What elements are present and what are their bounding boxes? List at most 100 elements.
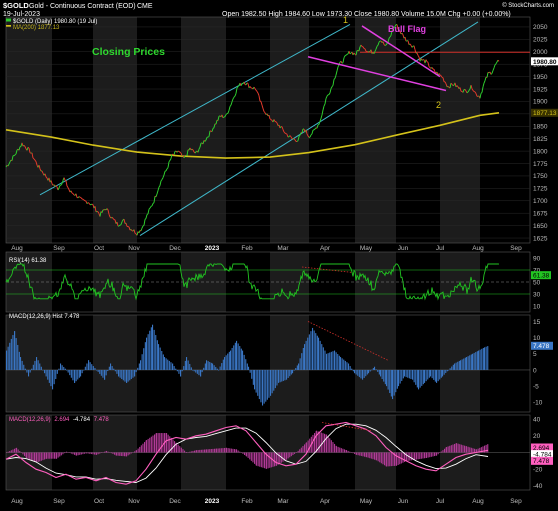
macd-hist-bar-small: [204, 450, 205, 453]
price-segment: [15, 154, 16, 155]
macd-hist-bar-small: [294, 453, 295, 454]
macd-hist-bar: [205, 364, 206, 370]
macd-legend-v3: 7.478: [94, 417, 110, 423]
macd-hist-bar: [140, 360, 141, 370]
macd-hist-bar-small: [434, 453, 435, 457]
price-segment: [350, 53, 351, 54]
macd-hist-bar: [272, 370, 273, 393]
macd-hist-bar: [336, 352, 337, 370]
price-segment: [412, 46, 413, 47]
macd-hist-bar: [275, 370, 276, 388]
macd-hist-bar-small: [386, 453, 387, 467]
macd-hist-tick-label: -10: [533, 400, 543, 407]
macd-hist-bar-small: [276, 453, 277, 466]
macd-hist-legend: MACD(12,26,9) Hist 7.478: [9, 314, 80, 320]
macd-hist-bar-small: [262, 453, 263, 468]
price-segment: [345, 55, 346, 56]
macd-hist-bar: [91, 364, 92, 370]
macd-hist-bar-small: [49, 453, 50, 459]
price-segment: [432, 67, 433, 69]
macd-hist-bar: [371, 370, 372, 371]
description: Gold - Continuous Contract (EOD): [29, 3, 136, 10]
macd-hist-bar: [414, 370, 415, 382]
x-tick-label: Aug: [472, 245, 484, 252]
macd-hist-bar-small: [182, 449, 183, 452]
macd-hist-bar: [345, 361, 346, 370]
price-segment: [139, 231, 140, 233]
macd-hist-bar-small: [161, 433, 162, 452]
price-segment: [315, 128, 316, 129]
macd-hist-bar: [80, 370, 81, 376]
ohlc-text: Open 1982.50 High 1984.60 Low 1973.30 Cl…: [222, 11, 511, 18]
macd-hist-bar: [394, 370, 395, 396]
macd-hist-bar-small: [344, 449, 345, 452]
price-segment: [135, 233, 136, 234]
macd-hist-bar: [365, 370, 366, 376]
macd-hist-bar-small: [456, 443, 457, 452]
macd-hist-bar: [306, 341, 307, 370]
macd-hist-bar-small: [116, 453, 117, 456]
macd-hist-bar: [41, 367, 42, 370]
macd-hist-bar: [63, 367, 64, 370]
price-segment: [258, 93, 259, 96]
macd-hist-bar-small: [39, 453, 40, 462]
macd-hist-last-label: 7.478: [533, 343, 550, 350]
price-segment: [180, 152, 181, 153]
macd-hist-bar-small: [201, 450, 202, 453]
macd-hist-bar: [317, 336, 318, 370]
price-segment: [467, 92, 468, 93]
price-segment: [343, 58, 344, 63]
macd-hist-bar-small: [348, 451, 349, 453]
macd-hist-bar: [94, 368, 95, 370]
macd-hist-bar-small: [8, 452, 9, 453]
macd-hist-bar: [20, 357, 21, 370]
macd-hist-bar: [116, 370, 117, 374]
macd-hist-bar-small: [411, 453, 412, 461]
price-segment: [64, 178, 65, 180]
macd-hist-bar: [339, 356, 340, 370]
macd-hist-bar-small: [389, 453, 390, 467]
price-segment: [354, 53, 355, 55]
macd-hist-bar-small: [79, 453, 80, 455]
macd-hist-bar-small: [379, 453, 380, 463]
macd-hist-bar-small: [234, 449, 235, 452]
macd-hist-bar: [257, 370, 258, 396]
macd-hist-bar: [134, 370, 135, 376]
macd-hist-bar: [236, 341, 237, 370]
macd-hist-bar-small: [12, 450, 13, 453]
macd-hist-bar-small: [24, 453, 25, 456]
macd-hist-bar: [444, 370, 445, 375]
price-segment: [174, 152, 175, 155]
price-segment: [336, 71, 337, 75]
price-segment: [323, 106, 324, 110]
macd-hist-bar: [143, 348, 144, 370]
macd-hist-bar: [283, 370, 284, 381]
macd-hist-bar: [448, 370, 449, 371]
macd-hist-bar-small: [254, 453, 255, 464]
macd-hist-bar: [120, 370, 121, 378]
price-segment: [147, 214, 148, 215]
macd-hist-bar: [314, 331, 315, 370]
macd-hist-bar: [200, 370, 201, 376]
macd-hist-bar-small: [189, 452, 190, 453]
macd-hist-bar: [161, 351, 162, 370]
macd-hist-bar: [478, 351, 479, 370]
macd-hist-bar-small: [431, 453, 432, 457]
macd-hist-bar: [251, 370, 252, 379]
price-segment: [92, 204, 93, 205]
macd-hist-bar: [409, 370, 410, 378]
macd-hist-bar-small: [32, 453, 33, 461]
price-segment: [314, 129, 315, 130]
macd-hist-bar-small: [224, 448, 225, 453]
macd-hist-bar-small: [218, 448, 219, 452]
macd-hist-bar-small: [232, 449, 233, 453]
macd-hist-bar-small: [331, 440, 332, 452]
rsi-legend: RSI(14) 61.38: [9, 258, 47, 264]
macd-hist-bar: [250, 370, 251, 373]
macd-hist-bar-small: [468, 447, 469, 453]
x-tick-label: Mar: [277, 245, 289, 252]
macd-hist-bar-small: [31, 453, 32, 461]
macd-hist-bar: [286, 370, 287, 380]
macd-hist-bar-small: [316, 431, 317, 453]
macd-hist-bar: [46, 370, 47, 376]
